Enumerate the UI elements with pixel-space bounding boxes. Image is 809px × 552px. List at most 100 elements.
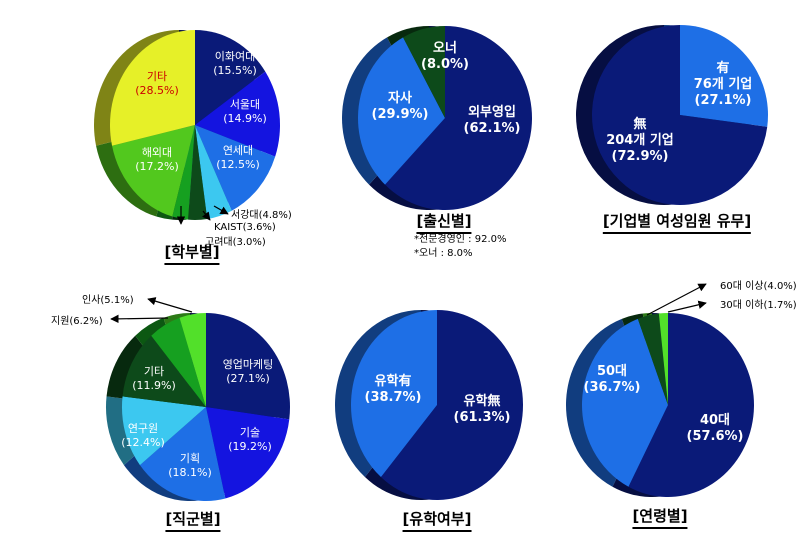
slice-percent: (8.0%) (421, 57, 469, 72)
callout-arrow (646, 283, 707, 316)
pie-slice (151, 317, 206, 407)
pie-slice (206, 313, 290, 420)
callout-arrow (110, 314, 169, 324)
slice-percent: (72.9%) (612, 149, 669, 164)
pie-slice (172, 125, 195, 220)
callout-label: 서강대(4.8%) (231, 209, 292, 221)
pie-slice (351, 310, 437, 478)
pie-chart-4: 영업마케팅(27.1%) 기술(19.2%) 기획(18.1%) 연구원(12.4%)… (51, 294, 290, 501)
slice-percent: (18.1%) (168, 466, 212, 479)
slice-percent: (17.2%) (135, 160, 179, 173)
pie-slice (139, 407, 226, 501)
chart-title-study-abroad-text: [유학여부] (402, 510, 472, 528)
origin-note-owner: *오너 : 8.0% (414, 248, 473, 259)
slice-label: 연세대 (223, 144, 253, 157)
pie-slice (179, 313, 206, 407)
chart-title-job-text: [직군별] (165, 510, 221, 528)
slice-percent: (27.1%) (226, 372, 270, 385)
slice-percent: (28.5%) (135, 84, 179, 97)
slice-percent: (61.3%) (454, 410, 511, 425)
callout-arrow (147, 297, 193, 313)
pie-chart-2: 외부영입(62.1%) 자사(29.9%) 오너(8.0%) (342, 26, 532, 211)
title-underline (402, 530, 472, 532)
callout-arrow (202, 210, 211, 221)
chart-title-age: [연령별] (632, 505, 688, 529)
pie-slice (109, 30, 195, 146)
pie-slice (357, 37, 445, 185)
pie-slice (112, 125, 195, 217)
pie-slice (385, 26, 532, 211)
slice-label: 40대 (700, 413, 730, 428)
slice-percent: (12.5%) (216, 158, 260, 171)
pie-slice (195, 30, 266, 125)
slice-percent: (62.1%) (464, 121, 521, 136)
slice-label: 오너 (433, 40, 457, 56)
chart-title-origin: [출신별] (416, 210, 472, 234)
pie-slice (403, 26, 445, 118)
slice-percent: (12.4%) (121, 436, 165, 449)
callout-arrow (213, 205, 229, 215)
chart-title-major: [학부별] (164, 241, 220, 265)
slice-label: 자사 (388, 90, 412, 106)
slice-label: 기타 (144, 365, 164, 378)
chart-title-job: [직군별] (165, 508, 221, 532)
slice-label: 영업마케팅 (223, 358, 274, 371)
title-underline (164, 263, 220, 265)
slice-label: 有 (716, 60, 729, 76)
title-underline (416, 232, 472, 234)
chart-title-company: [기업별 여성임원 유무] (602, 210, 752, 234)
slice-percent: (11.9%) (132, 379, 176, 392)
slice-label: 이화여대 (215, 50, 255, 63)
chart-title-origin-text: [출신별] (416, 212, 472, 230)
slice-label: 기술 (240, 426, 260, 439)
slice-label: 기타 (147, 70, 167, 83)
chart-title-company-text: [기업별 여성임원 유무] (602, 212, 752, 230)
callout-label: 60대 이상(4.0%) (720, 280, 797, 292)
title-underline (602, 232, 752, 234)
pie-slice (628, 312, 754, 497)
slice-percent: (14.9%) (223, 112, 267, 125)
slice-percent: (57.6%) (687, 429, 744, 444)
pie-slice (122, 335, 206, 407)
slice-label: 유학有 (375, 373, 412, 389)
slice-label: 서울대 (230, 98, 260, 111)
slice-percent: (19.2%) (228, 440, 272, 453)
slice-percent: (29.9%) (372, 107, 429, 122)
pie-slice (195, 71, 281, 157)
slice-sublabel: 76개 기업 (694, 77, 753, 92)
slice-sublabel: 204개 기업 (606, 133, 674, 148)
chart-title-major-text: [학부별] (164, 243, 220, 261)
pie-slice (122, 396, 206, 466)
origin-note-professional: *전문경영인 : 92.0% (414, 234, 507, 245)
pie-slice (637, 313, 668, 405)
chart-title-age-text: [연령별] (632, 507, 688, 525)
slice-label: 50대 (597, 364, 627, 379)
callout-label: 30대 이하(1.7%) (720, 298, 797, 311)
callout-label: 고려대(3.0%) (205, 236, 266, 248)
pie-slice (188, 125, 208, 220)
slice-label: 해외대 (142, 145, 172, 159)
callout-label: KAIST(3.6%) (214, 222, 276, 233)
pie-slice (195, 125, 276, 211)
slice-label: 외부영입 (468, 104, 516, 120)
title-underline (165, 530, 221, 532)
title-underline (632, 527, 688, 529)
pie-slice (592, 25, 768, 206)
slice-percent: (36.7%) (584, 380, 641, 395)
callout-label: 지원(6.2%) (51, 315, 103, 327)
callout-arrow (667, 300, 707, 313)
slice-label: 유학無 (464, 393, 501, 409)
chart-title-study-abroad: [유학여부] (402, 508, 472, 532)
slice-label: 연구원 (128, 422, 158, 435)
pie-slice (658, 313, 668, 405)
slice-label: 기획 (180, 452, 200, 465)
pie-slice (206, 407, 290, 499)
pie-slice (581, 318, 668, 487)
pie-chart-6: 40대(57.6%) 50대(36.7%) 60대 이상(4.0%) 30대 이하(1… (565, 280, 797, 498)
slice-percent: (15.5%) (213, 64, 257, 77)
slice-percent: (27.1%) (695, 93, 752, 108)
pie-chart-1: 이화여대(15.5%) 서울대(14.9%) 연세대(12.5%) 해외대(17.2%… (93, 30, 292, 248)
pie-slice (680, 25, 768, 127)
